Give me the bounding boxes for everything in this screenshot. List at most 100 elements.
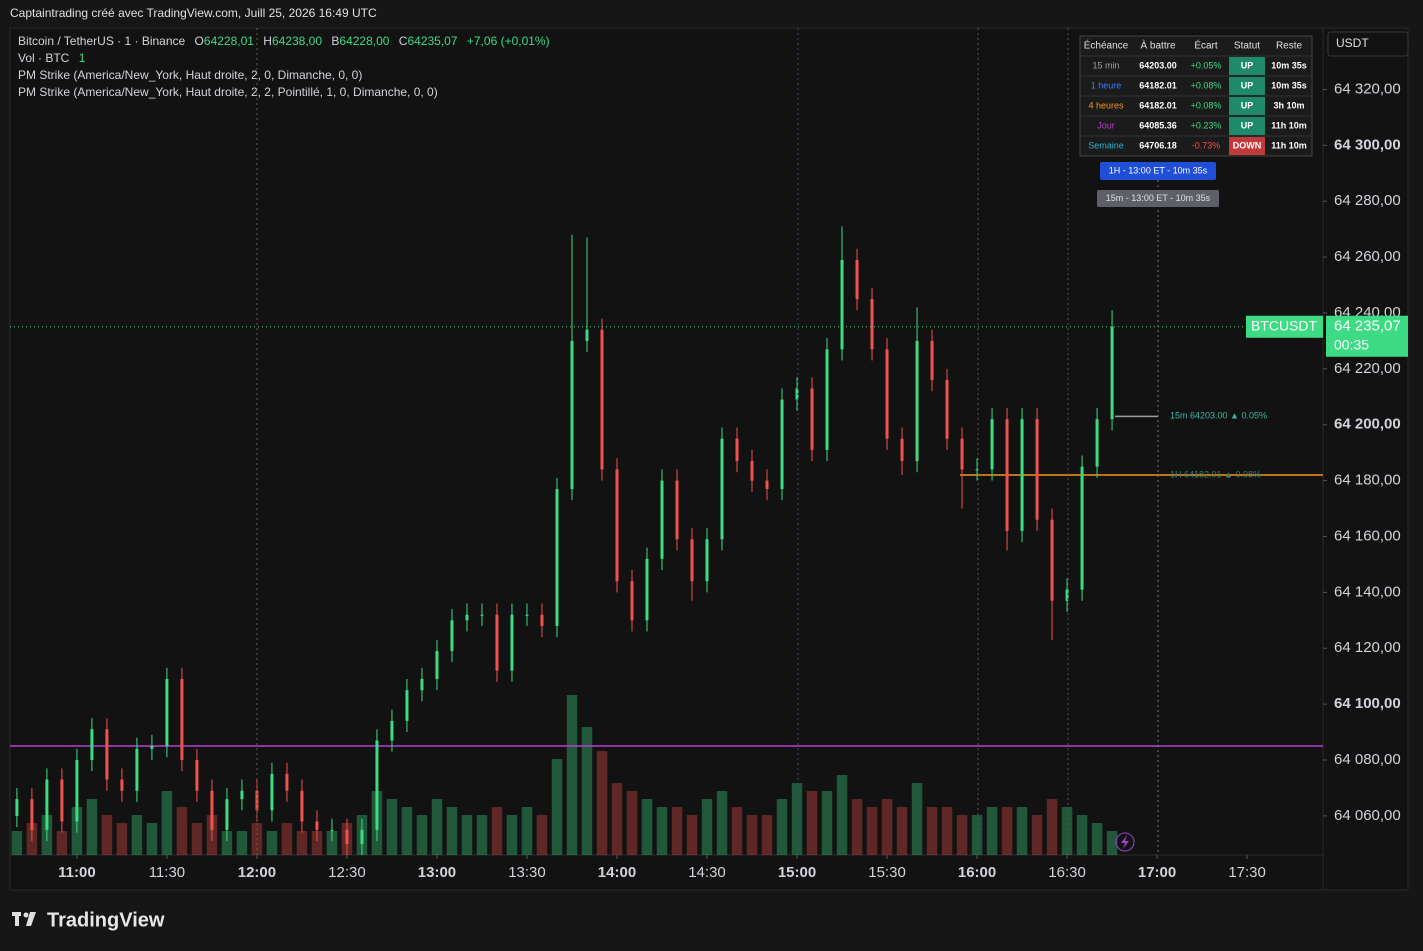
candle-body [570, 340, 574, 489]
table-header: Statut [1234, 41, 1260, 52]
status-cell [1229, 77, 1265, 95]
volume-bar [1091, 823, 1103, 855]
candle-body [945, 380, 949, 439]
volume-bar [566, 695, 578, 855]
badge-label: 15m - 13:00 ET - 10m 35s [1106, 193, 1211, 203]
legend-change: +7,06 (+0,01%) [467, 34, 550, 48]
alert-bolt [1121, 835, 1129, 849]
x-tick-label: 12:30 [328, 864, 366, 881]
candle-body [555, 488, 559, 626]
candle-body [435, 651, 439, 679]
symbol-label: BTCUSDT [1251, 317, 1318, 333]
candle-body [720, 438, 724, 540]
y-tick-label: 64 220,00 [1334, 360, 1401, 377]
volume-bar [971, 815, 983, 855]
candle-body [270, 773, 274, 811]
volume-bar [311, 831, 323, 855]
candle-body [390, 720, 394, 741]
table-cell: -0.73% [1192, 140, 1221, 150]
volume-bar [716, 791, 728, 855]
candle-body [975, 469, 979, 471]
candle-body [480, 614, 484, 616]
candle-body [840, 259, 844, 350]
volume-bar [746, 815, 758, 855]
table-cell: 64203.00 [1139, 60, 1177, 70]
legend-h-label: H [263, 34, 272, 48]
chart-frame [9, 27, 1409, 891]
indicator: PM Strike (America/New_York, Haut droite… [18, 68, 362, 82]
volume-bar [776, 799, 788, 855]
candle-body [900, 438, 904, 462]
volume-bar [851, 799, 863, 855]
plot: 15m 64203.00 ▲ 0.05% 1H 64182.01 ▲ 0.08% [10, 226, 1323, 855]
logo: TradingView [12, 909, 165, 931]
table-cell: 11h 10m [1271, 140, 1307, 150]
volume-bar [911, 783, 923, 855]
volume-bar [416, 815, 428, 855]
volume-bar [536, 815, 548, 855]
last-price-label: 64 235,07 [1334, 318, 1401, 335]
table-cell: +0.05% [1191, 60, 1222, 70]
candle-body [375, 740, 379, 830]
x-tick-label: 13:30 [508, 864, 546, 881]
candle-body [750, 461, 754, 481]
candle-body [675, 480, 679, 540]
volume-bar [11, 831, 23, 855]
volume-bar [266, 831, 278, 855]
volume-bar [161, 791, 173, 855]
x-tick-label: 17:00 [1138, 864, 1176, 881]
volume-value: 1 [79, 51, 86, 65]
table-cell: UP [1241, 120, 1254, 130]
candle-body [255, 790, 259, 811]
y-tick-label: 64 140,00 [1334, 583, 1401, 600]
volume-bar [386, 799, 398, 855]
candle-body [150, 746, 154, 749]
alert-icon[interactable] [1115, 832, 1135, 852]
candle-body [1110, 326, 1114, 420]
candle-body [405, 690, 409, 721]
indicator: PM Strike (America/New_York, Haut droite… [18, 85, 438, 99]
volume-bar [401, 807, 413, 855]
y-tick-label: 64 200,00 [1334, 416, 1401, 433]
legend-line: Bitcoin / TetherUS · 1 · Binance O64228,… [18, 34, 550, 48]
candle-body [195, 760, 199, 791]
x-tick-label: 14:00 [598, 864, 636, 881]
volume-bar [86, 799, 98, 855]
candle-body [1080, 466, 1084, 590]
volume-bar [461, 815, 473, 855]
badge [1100, 162, 1216, 180]
y-tick-label: 64 160,00 [1334, 527, 1401, 544]
candle-body [210, 790, 214, 830]
candle-body [45, 779, 49, 830]
table-cell: 4 heures [1088, 100, 1124, 110]
volume-bar [296, 831, 308, 855]
candle-body [75, 760, 79, 822]
volume-bar [986, 807, 998, 855]
table-cell: Semaine [1088, 140, 1124, 150]
table-cell: DOWN [1233, 140, 1262, 150]
candle-body [690, 539, 694, 582]
volume-bar [146, 823, 158, 855]
x-tick-label: 13:00 [418, 864, 456, 881]
status-cell [1229, 137, 1265, 155]
candle-body [600, 329, 604, 470]
volume-bar [686, 815, 698, 855]
candle-body [495, 614, 499, 671]
volume-bar [701, 799, 713, 855]
volume-bar [791, 783, 803, 855]
volume-bar [491, 807, 503, 855]
candle-body [30, 799, 34, 830]
volume-bar [551, 759, 563, 855]
candle-body [90, 729, 94, 761]
volume-bar [926, 807, 938, 855]
volume-bar [476, 815, 488, 855]
volume-bar [1061, 807, 1073, 855]
currency-box[interactable] [1327, 31, 1409, 57]
volume-bar [116, 823, 128, 855]
volume-bar [731, 807, 743, 855]
x-tick-label: 15:30 [868, 864, 906, 881]
volume-bar [1046, 799, 1058, 855]
x-tick-label: 11:00 [58, 864, 96, 881]
volume-bar [56, 831, 68, 855]
table-cell: +0.08% [1191, 100, 1222, 110]
